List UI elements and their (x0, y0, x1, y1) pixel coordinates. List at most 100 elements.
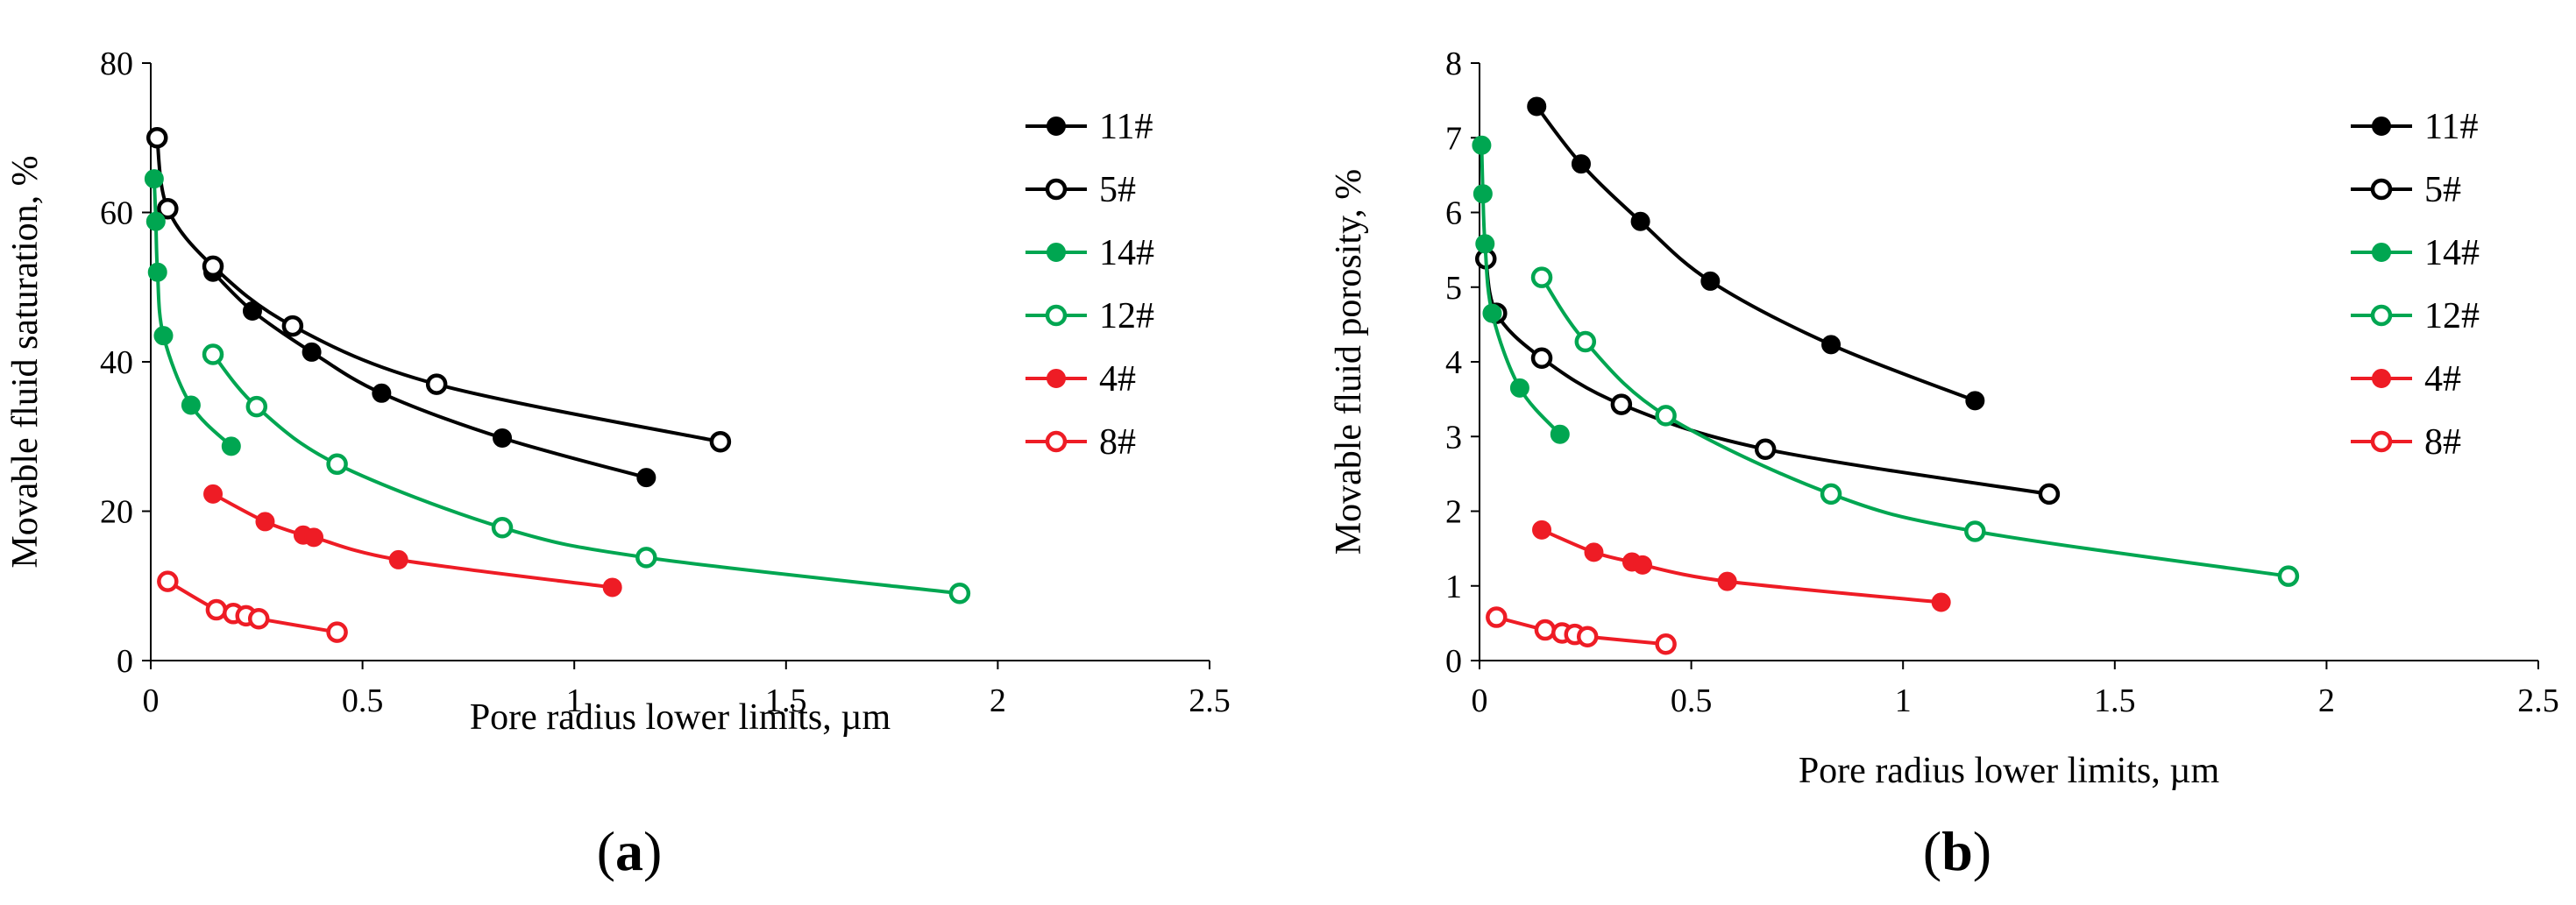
data-point (2038, 483, 2061, 506)
y-tick-label: 7 (1445, 120, 1462, 157)
legend-swatch-marker (1047, 117, 1066, 136)
series-line (211, 353, 961, 596)
data-point (1584, 542, 1604, 562)
legend-swatch-marker (2372, 117, 2391, 136)
legend-label: 4# (2424, 359, 2461, 399)
y-tick-label: 0 (117, 643, 133, 680)
series-line (155, 137, 721, 444)
y-axis-title: Movable fluid porosity, % (1329, 169, 1369, 555)
data-point (221, 436, 241, 456)
x-axis-title: Pore radius lower limits, µm (470, 697, 891, 738)
data-point (144, 169, 164, 189)
data-point (1486, 606, 1508, 628)
data-point (157, 570, 179, 592)
legend-label: 4# (1099, 359, 1136, 399)
x-tick-label: 0.5 (342, 682, 384, 719)
legend-item-12#: 12# (1025, 296, 1154, 336)
data-point (1530, 347, 1553, 369)
y-tick-label: 8 (1445, 46, 1462, 82)
y-tick-label: 20 (100, 494, 133, 531)
data-point (635, 547, 657, 569)
data-point (1931, 592, 1951, 612)
series-line (1540, 276, 2289, 578)
y-tick-label: 40 (100, 344, 133, 381)
data-point (709, 430, 732, 453)
data-point (388, 549, 408, 569)
legend-label: 12# (1099, 296, 1154, 336)
data-point (1530, 266, 1553, 288)
legend-item-14#: 14# (1025, 233, 1154, 273)
legend-swatch-marker (1047, 369, 1066, 388)
y-tick-label: 2 (1445, 494, 1462, 531)
legend-swatch-marker (2370, 304, 2393, 327)
y-tick-label: 6 (1445, 195, 1462, 232)
data-point (1571, 154, 1591, 174)
legend-item-12#: 12# (2351, 296, 2480, 336)
legend-item-14#: 14# (2351, 233, 2480, 273)
y-tick-label: 5 (1445, 270, 1462, 307)
data-point (1576, 626, 1599, 647)
data-point (205, 598, 228, 621)
series-5# (1474, 248, 2061, 506)
legend-label: 14# (2424, 233, 2480, 273)
legend-swatch-marker (1045, 430, 1068, 453)
series-4# (1532, 520, 1951, 612)
data-point (1532, 520, 1552, 540)
y-tick-label: 0 (1445, 643, 1462, 680)
data-point (203, 484, 224, 504)
y-tick-label: 60 (100, 195, 133, 232)
series-8# (1486, 606, 1677, 655)
x-tick-label: 2.5 (1189, 682, 1231, 719)
x-tick-label: 1 (1895, 682, 1912, 719)
legend-item-5#: 5# (1025, 170, 1136, 210)
x-tick-label: 2 (2318, 682, 2335, 719)
legend-item-11#: 11# (2351, 107, 2478, 147)
data-point (145, 127, 168, 149)
legend-item-4#: 4# (1025, 359, 1136, 399)
x-tick-label: 1.5 (2094, 682, 2136, 719)
data-point (247, 608, 270, 630)
series-line (1535, 105, 1976, 403)
data-point (1820, 483, 1842, 506)
x-axis-title: Pore radius lower limits, µm (1799, 751, 2220, 791)
data-point (1655, 405, 1677, 427)
series-line (211, 271, 647, 480)
data-point (302, 342, 322, 362)
x-tick-label: 2.5 (2517, 682, 2559, 719)
y-tick-label: 80 (100, 46, 133, 82)
x-tick-label: 2 (990, 682, 1006, 719)
data-point (281, 315, 304, 337)
data-point (1700, 271, 1721, 291)
panel-label-b: (b) (1923, 820, 1991, 882)
data-point (602, 577, 622, 597)
legend-label: 8# (1099, 422, 1136, 463)
data-point (491, 517, 514, 539)
data-point (153, 326, 174, 346)
chart-panel-a: 0 20 40 60 80 0 0.5 1 1.5 2 2.5 Pore radius lower l… (5, 46, 1231, 738)
data-point (948, 583, 971, 605)
data-point (1473, 184, 1493, 204)
data-point (1610, 393, 1633, 415)
series-14# (1472, 135, 1570, 444)
x-tick-label: 0.5 (1671, 682, 1713, 719)
data-point (493, 428, 513, 448)
legend-label: 12# (2424, 296, 2480, 336)
data-point (1550, 424, 1570, 444)
panel-label-a: (a) (597, 820, 663, 882)
data-point (636, 468, 656, 488)
legend-item-5#: 5# (2351, 170, 2461, 210)
legend-label: 5# (1099, 170, 1136, 210)
data-point (425, 373, 448, 395)
series-11# (1527, 96, 1985, 411)
data-point (1482, 303, 1502, 323)
legend-label: 11# (2424, 107, 2478, 147)
legend-swatch-marker (1045, 304, 1068, 327)
legend-item-8#: 8# (1025, 422, 1136, 463)
data-point (1534, 619, 1557, 641)
data-point (157, 197, 179, 220)
x-tick-label: 0 (143, 682, 160, 719)
legend-item-11#: 11# (1025, 107, 1153, 147)
chart-panel-b: 0 1 2 3 4 5 6 7 8 0 0.5 1 1.5 2 2.5 Pore radius lower l… (1329, 46, 2559, 791)
data-point (202, 343, 224, 365)
